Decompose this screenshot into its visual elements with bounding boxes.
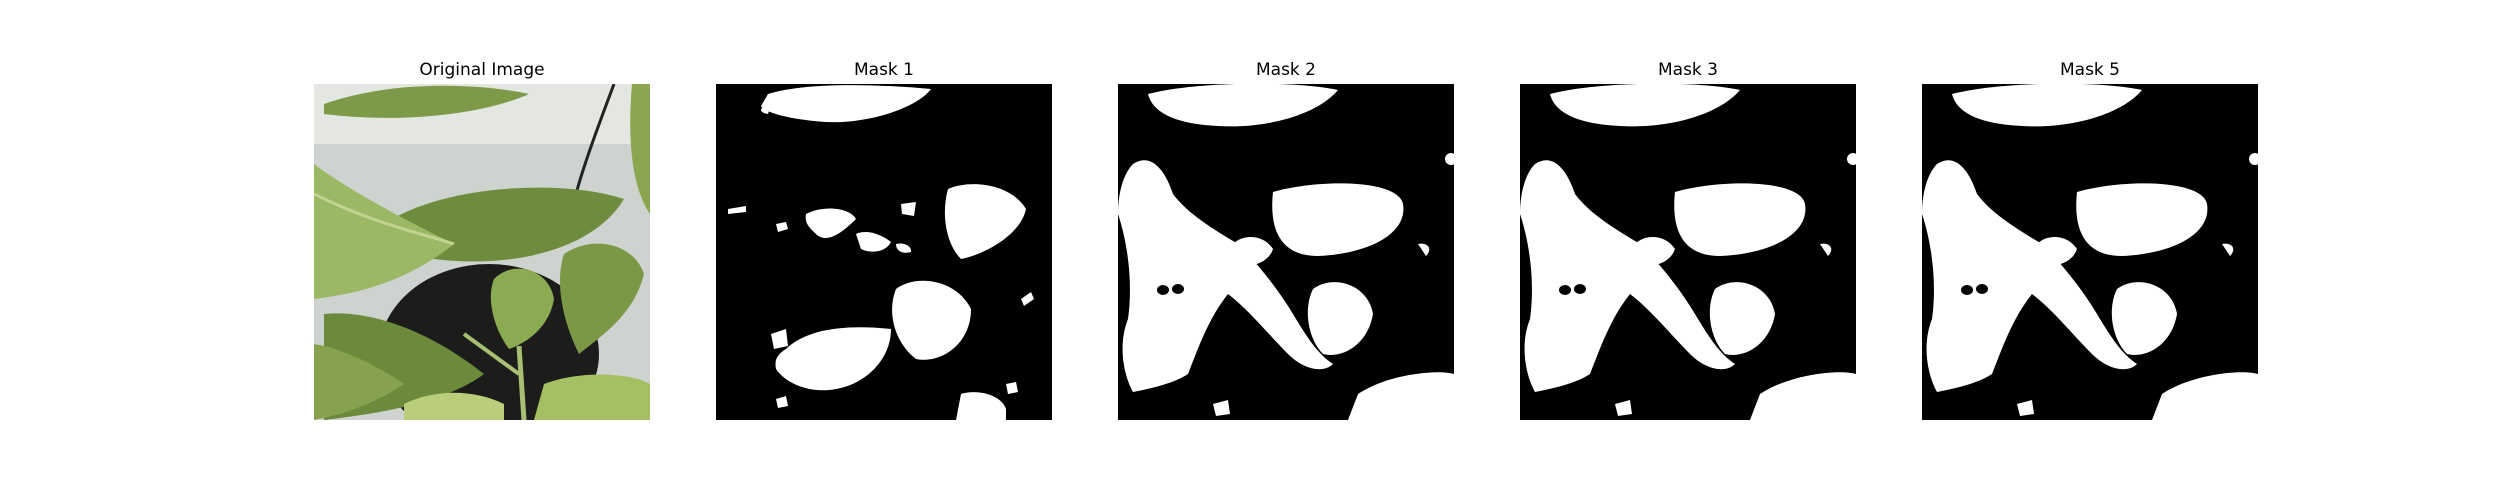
panel-original-image: Original Image [314,58,650,423]
panel-title: Original Image [419,60,545,80]
mask-image [1922,84,2258,420]
panel-title: Mask 3 [1657,60,1718,80]
mask-image [1118,84,1454,420]
mask-image [1520,84,1856,420]
mask-image [716,84,1052,420]
panel-mask-2: Mask 2 [1118,58,1454,423]
panel-title: Mask 5 [2059,60,2120,80]
panel-title: Mask 1 [853,60,914,80]
panel-title: Mask 2 [1255,60,1316,80]
panel-mask-1: Mask 1 [716,58,1052,423]
panel-mask-5: Mask 5 [1922,58,2258,423]
panel-mask-3: Mask 3 [1520,58,1856,423]
original-image [314,84,650,420]
